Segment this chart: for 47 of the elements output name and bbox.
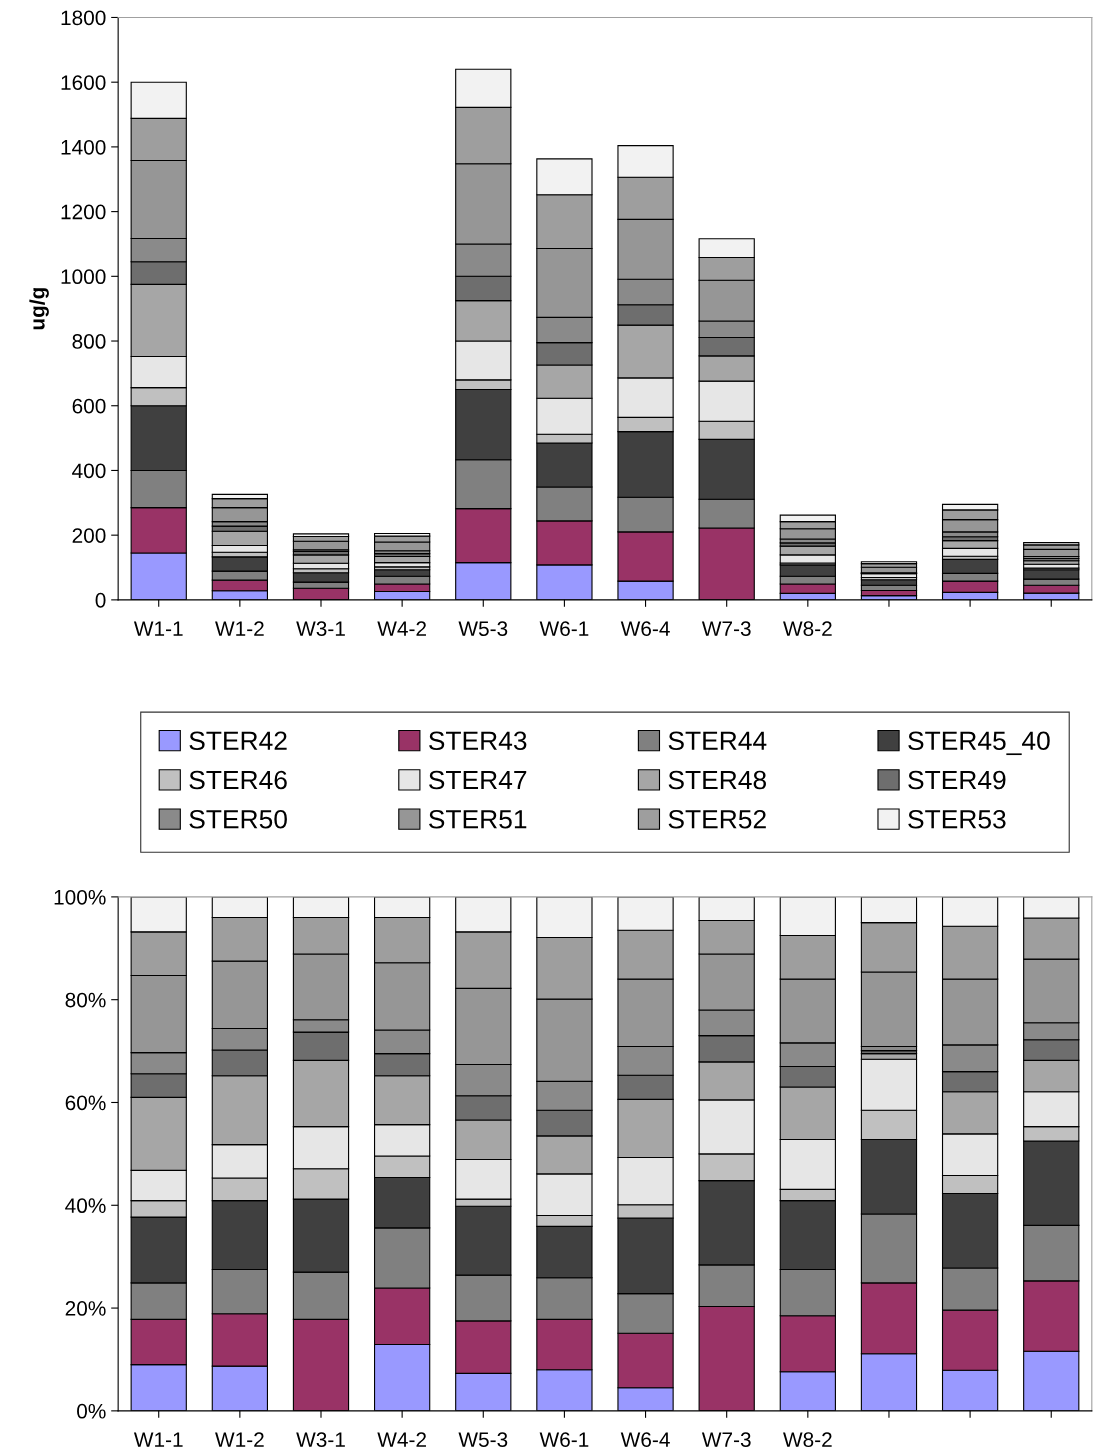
- y-tick-label: 1400: [61, 139, 106, 155]
- legend-label: STER51: [429, 809, 527, 829]
- legend-label: STER53: [908, 809, 1006, 829]
- x-tick-label: W4-2: [377, 1432, 426, 1447]
- x-tick-label: W3-1: [296, 621, 345, 637]
- legend-label: STER44: [668, 731, 767, 751]
- legend-label: STER46: [189, 770, 287, 790]
- x-tick-label: W3-1: [296, 1432, 345, 1447]
- y-tick-label: 1000: [61, 269, 106, 285]
- x-tick-label: W5-3: [458, 621, 508, 637]
- y-tick-label: 0: [95, 592, 106, 608]
- y-tick-label: 800: [72, 334, 106, 349]
- y-tick-label: 0%: [77, 1403, 106, 1419]
- x-tick-label: W6-1: [539, 621, 589, 637]
- x-tick-label: W7-3: [701, 1432, 751, 1447]
- y-tick-label: 1200: [61, 204, 106, 220]
- legend-label: STER43: [429, 731, 527, 751]
- legend-label: STER42: [189, 731, 287, 751]
- x-tick-label: W5-3: [458, 1432, 508, 1447]
- y-tick-label: 20%: [65, 1301, 106, 1316]
- y-tick-label: 80%: [65, 992, 106, 1008]
- y-tick-label: 600: [72, 398, 106, 414]
- legend-label: STER47: [429, 770, 527, 790]
- x-tick-label: W6-4: [620, 1432, 670, 1447]
- x-tick-label: W1-2: [215, 1432, 264, 1447]
- legend-label: STER52: [668, 809, 766, 829]
- y-tick-label: 100%: [54, 889, 106, 905]
- y-tick-label: 1600: [61, 75, 106, 90]
- y-tick-label: 40%: [65, 1198, 106, 1214]
- x-tick-label: W6-4: [620, 621, 670, 637]
- y-tick-label: 60%: [65, 1095, 106, 1111]
- x-tick-label: W8-2: [783, 1432, 832, 1447]
- x-tick-label: W7-3: [701, 621, 751, 637]
- y-tick-label: 1800: [61, 10, 106, 26]
- y-axis-title: ug/g: [29, 288, 49, 330]
- y-tick-label: 200: [72, 528, 106, 543]
- x-tick-label: W1-1: [133, 621, 183, 636]
- y-tick-label: 400: [72, 463, 106, 479]
- x-tick-label: W1-2: [215, 621, 264, 636]
- legend-label: STER50: [189, 809, 287, 829]
- x-tick-label: W6-1: [539, 1432, 589, 1447]
- legend-label: STER49: [908, 770, 1006, 790]
- legend-label: STER45_40: [908, 731, 1050, 756]
- x-tick-label: W1-1: [133, 1432, 183, 1447]
- x-tick-label: W4-2: [377, 621, 426, 636]
- x-tick-label: W8-2: [783, 621, 832, 637]
- legend-label: STER48: [668, 770, 766, 790]
